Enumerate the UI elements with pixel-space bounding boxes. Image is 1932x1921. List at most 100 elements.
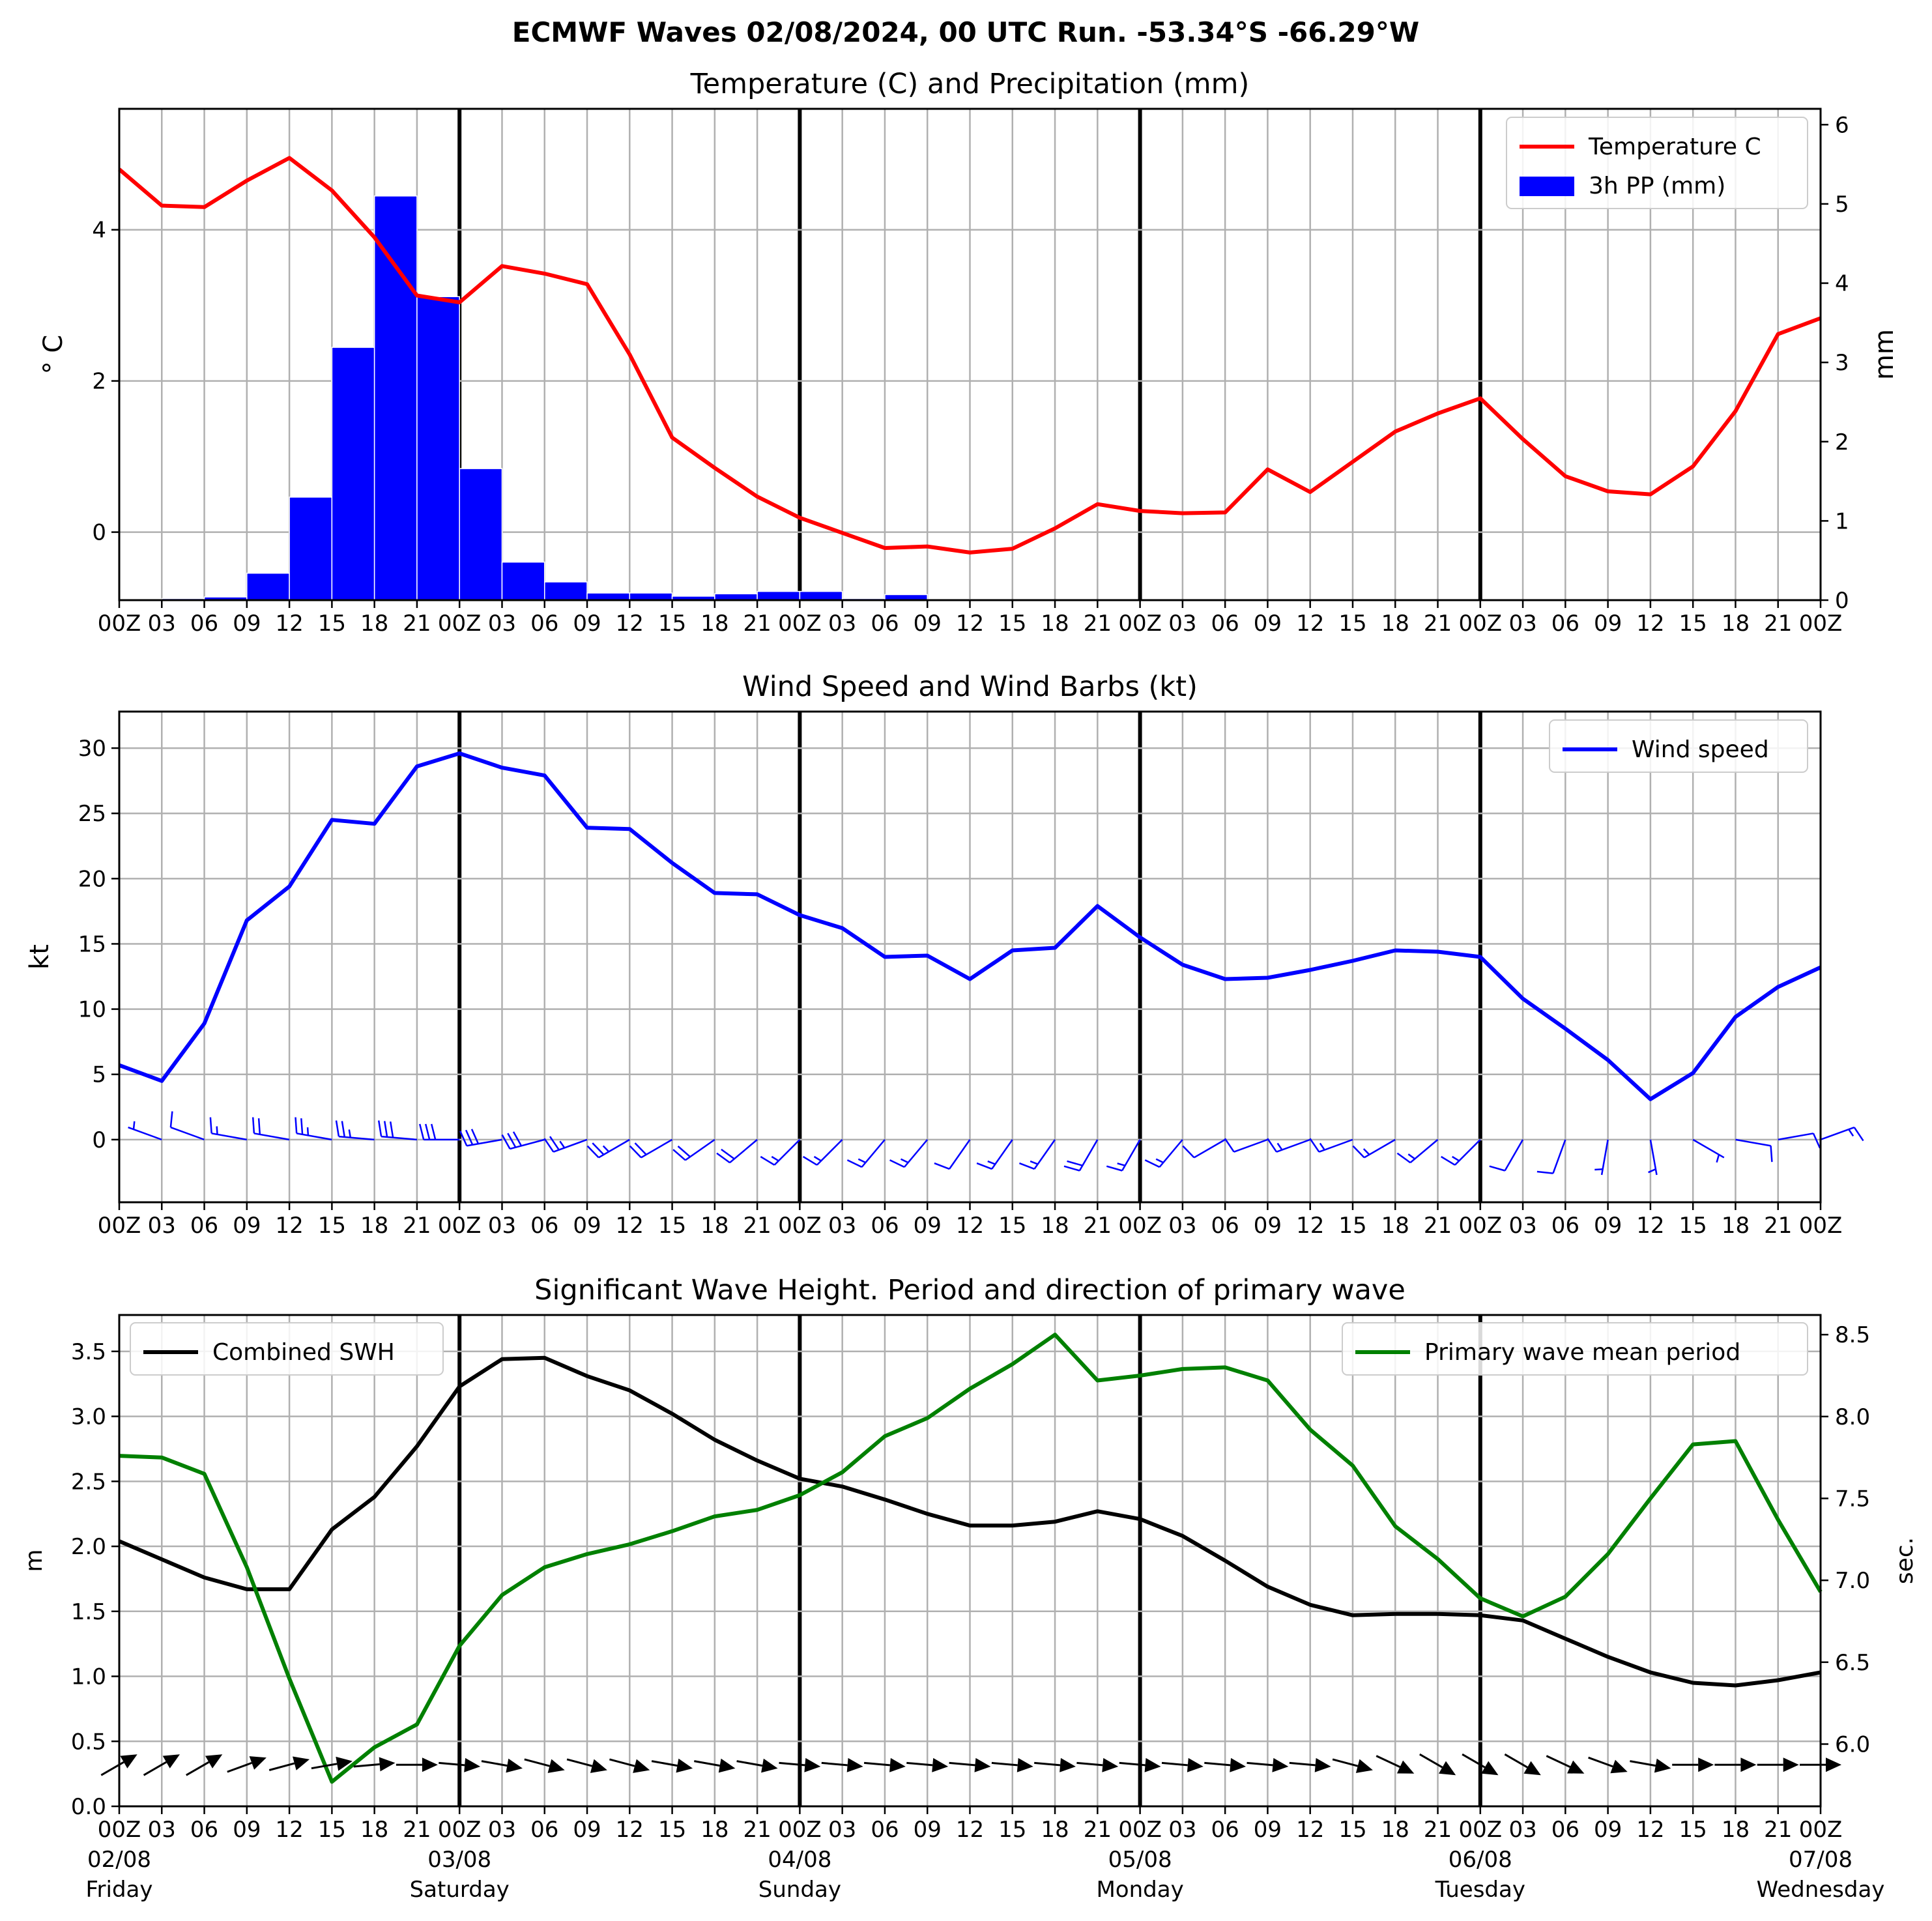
y-tick-label: 1.0	[71, 1664, 106, 1690]
wave-direction-arrow	[1332, 1758, 1359, 1767]
x-tick-label: 12	[1636, 1817, 1664, 1843]
precip-bar	[799, 590, 843, 601]
wave-direction-arrow	[1119, 1761, 1146, 1767]
wind-barb-feather	[592, 1142, 605, 1155]
x-tick-label: 03	[1508, 1213, 1536, 1239]
wind-barb-feather	[677, 1146, 691, 1158]
wind-barb-feather	[295, 1117, 298, 1134]
x-day-label: Saturday	[410, 1877, 510, 1903]
wind-barb-feather	[802, 1155, 818, 1166]
wave-direction-arrowhead	[1523, 1761, 1541, 1776]
wind-barb-feather	[634, 1142, 647, 1155]
wind-barb-half-feather	[1848, 1129, 1854, 1137]
x-tick-label: 03	[488, 611, 516, 637]
x-tick-label: 15	[1338, 611, 1366, 637]
x-date-label: 02/08	[87, 1847, 151, 1873]
wave-direction-arrowhead	[1314, 1757, 1331, 1772]
y2-axis-label: sec.	[1892, 1537, 1918, 1584]
x-day-label: Monday	[1096, 1877, 1183, 1903]
y2-tick-label: 6.5	[1835, 1650, 1870, 1676]
wind-barb	[1692, 1138, 1725, 1159]
x-tick-label: 06	[190, 1817, 218, 1843]
x-tick-label: 15	[1679, 1817, 1707, 1843]
x-tick-label: 15	[318, 1817, 346, 1843]
wind-barb-half-feather	[1030, 1160, 1039, 1165]
wind-barb-feather	[252, 1117, 255, 1134]
x-tick-label: 12	[1296, 1213, 1324, 1239]
wave-direction-arrow	[1289, 1761, 1316, 1767]
x-tick-label: 15	[658, 611, 686, 637]
x-tick-label: 15	[998, 1817, 1026, 1843]
wind-barb-feather	[1182, 1145, 1195, 1159]
precip-bar	[246, 572, 290, 601]
wind-barb-feather	[1018, 1162, 1035, 1170]
y-tick-label: 3.5	[71, 1339, 106, 1365]
wave-direction-arrowhead	[633, 1759, 650, 1773]
wind-barb-half-feather	[348, 1129, 352, 1138]
wind-barb-feather	[507, 1133, 517, 1148]
precip-bars	[161, 195, 971, 601]
x-tick-label: 21	[1424, 1817, 1452, 1843]
x-tick-label: 00Z	[778, 1213, 822, 1239]
precip-bar	[416, 296, 460, 601]
x-tick-label: 09	[233, 1213, 261, 1239]
x-tick-label: 00Z	[98, 1817, 141, 1843]
wind-barb	[1454, 1138, 1481, 1166]
x-tick-label: 21	[1424, 1213, 1452, 1239]
legend-entry: Combined SWH	[212, 1339, 395, 1366]
x-tick-label: 00Z	[438, 611, 482, 637]
wind-barb-feather	[257, 1118, 261, 1134]
y-axis-label: m	[21, 1549, 48, 1572]
x-tick-label: 06	[1211, 1213, 1239, 1239]
wave-direction-arrowhead	[932, 1757, 949, 1772]
wave-direction-arrowhead	[1783, 1757, 1799, 1772]
legend-entry: Temperature C	[1588, 134, 1761, 160]
y2-tick-label: 4	[1835, 271, 1849, 297]
x-tick-label: 18	[700, 611, 728, 637]
x-tick-label: 21	[743, 1817, 771, 1843]
x-tick-label: 21	[1084, 1213, 1112, 1239]
x-tick-label: 12	[1296, 1817, 1324, 1843]
wave-direction-arrowhead	[590, 1759, 607, 1773]
wind-barb	[253, 1133, 290, 1141]
legend-entry: Primary wave mean period	[1424, 1339, 1740, 1366]
x-tick-label: 12	[956, 1817, 984, 1843]
legend-swatch	[1520, 177, 1574, 196]
wave-direction-arrow	[863, 1761, 891, 1767]
wind-barb-half-feather	[1362, 1148, 1370, 1155]
wind-barb-feather	[341, 1121, 346, 1138]
y-tick-label: 3.0	[71, 1404, 106, 1430]
x-tick-label: 09	[573, 1213, 601, 1239]
y-tick-label: 15	[78, 931, 106, 957]
y-axis-label: kt	[25, 944, 55, 970]
x-tick-label: 12	[616, 1213, 644, 1239]
x-tick-label: 09	[1254, 1817, 1282, 1843]
wave-direction-arrowhead	[1610, 1759, 1628, 1774]
x-tick-label: 06	[530, 1817, 558, 1843]
y2-tick-label: 6	[1835, 112, 1849, 138]
x-tick-label: 15	[318, 611, 346, 637]
x-tick-label: 18	[1041, 611, 1069, 637]
x-tick-label: 21	[1764, 1213, 1792, 1239]
x-tick-label: 06	[871, 611, 899, 637]
x-tick-label: 21	[743, 611, 771, 637]
legend-frame	[1549, 719, 1808, 773]
wind-barb	[510, 1138, 545, 1150]
wind-barb-feather	[1396, 1152, 1411, 1164]
wave-direction-arrow	[143, 1761, 167, 1776]
x-tick-label: 03	[828, 611, 856, 637]
x-tick-label: 09	[1254, 611, 1282, 637]
wave-direction-arrowhead	[1144, 1757, 1161, 1772]
wind-barb-half-feather	[987, 1160, 996, 1165]
wave-direction-arrow	[736, 1760, 763, 1767]
precip-bar	[586, 592, 631, 601]
y2-tick-label: 2	[1835, 429, 1849, 455]
wind-barb-feather	[512, 1131, 523, 1147]
x-tick-label: 21	[403, 1213, 431, 1239]
x-tick-label: 03	[1508, 611, 1536, 637]
wave-direction-arrow	[227, 1761, 252, 1773]
x-tick-label: 00Z	[438, 1817, 482, 1843]
legend-frame	[1342, 1322, 1808, 1376]
wind-barb-half-feather	[216, 1126, 218, 1134]
wave-direction-arrowhead	[889, 1757, 906, 1772]
